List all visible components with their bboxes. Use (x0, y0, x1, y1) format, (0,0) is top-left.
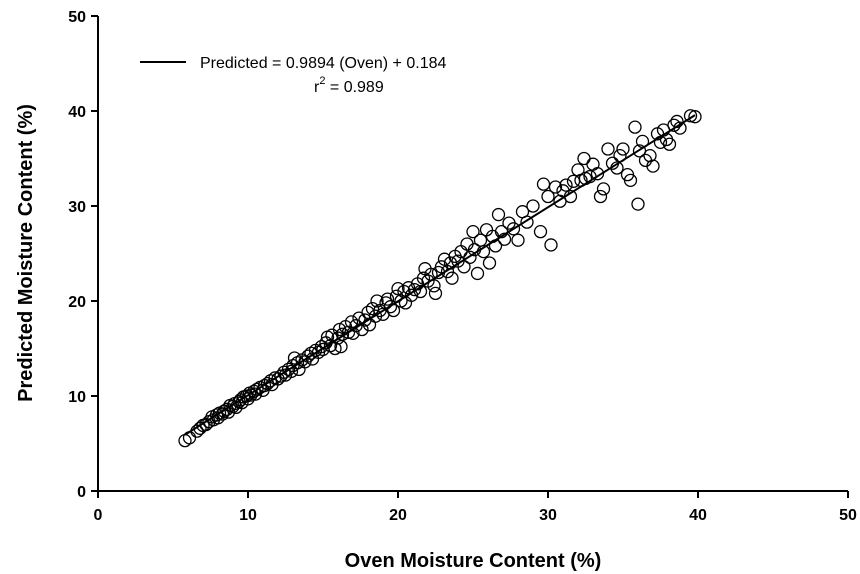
y-tick-label: 0 (77, 484, 86, 501)
legend-fit-label: Predicted = 0.9894 (Oven) + 0.184 (200, 55, 446, 72)
data-point (541, 189, 555, 204)
y-tick-label: 20 (68, 294, 86, 311)
data-point (548, 180, 563, 194)
data-point (239, 389, 254, 403)
data-point (281, 362, 296, 377)
data-point (391, 281, 405, 296)
legend: Predicted = 0.9894 (Oven) + 0.184 r2 = 0… (140, 55, 446, 96)
data-point (445, 271, 459, 285)
data-point (590, 167, 605, 181)
data-point (559, 178, 573, 192)
data-point (544, 238, 558, 252)
data-point (631, 197, 645, 211)
data-point (520, 215, 534, 229)
r2-prefix: r (314, 79, 320, 96)
data-point (365, 301, 380, 316)
x-tick-label: 40 (689, 507, 707, 524)
data-point (466, 224, 480, 239)
data-point (616, 142, 630, 156)
data-point (482, 256, 497, 270)
data-point (440, 264, 455, 279)
data-point (536, 177, 551, 191)
data-point (380, 292, 395, 306)
regression-line (184, 114, 696, 436)
x-tick-label: 10 (239, 507, 257, 524)
r2-value: = 0.989 (325, 79, 383, 96)
data-point (593, 189, 608, 204)
axes: 0 10 20 30 40 50 0 10 20 30 40 50 (68, 9, 857, 524)
data-point (577, 151, 591, 166)
x-tick-label: 50 (839, 507, 857, 524)
data-point (250, 382, 264, 397)
y-tick-label: 40 (68, 104, 86, 121)
data-point (526, 199, 540, 213)
data-point (623, 173, 638, 188)
data-point (628, 120, 642, 134)
data-point (178, 433, 192, 448)
data-point (370, 294, 384, 308)
data-point (383, 300, 398, 314)
fit-line-layer (184, 114, 696, 436)
y-tick-label: 30 (68, 199, 86, 216)
data-point (331, 331, 345, 345)
data-point (335, 327, 350, 341)
data-point (601, 142, 615, 156)
data-point (463, 250, 477, 264)
data-point (646, 159, 660, 173)
data-point (596, 182, 611, 196)
data-point (688, 110, 702, 124)
data-point (470, 266, 485, 281)
data-point (662, 137, 677, 151)
data-point (428, 286, 443, 301)
r2-superscript: 2 (319, 75, 325, 87)
x-tick-label: 20 (389, 507, 407, 524)
x-tick-label: 0 (94, 507, 103, 524)
data-point (511, 233, 525, 247)
x-tick-label: 30 (539, 507, 557, 524)
data-point (533, 224, 548, 239)
legend-r2-label: r2 = 0.989 (314, 75, 384, 96)
data-point (683, 109, 698, 123)
x-axis-title: Oven Moisture Content (%) (345, 550, 602, 572)
y-tick-label: 50 (68, 9, 86, 26)
data-point (506, 222, 521, 236)
data-point (491, 207, 506, 222)
y-axis-title: Predicted Moisture Content (%) (15, 104, 37, 402)
y-tick-label: 10 (68, 389, 86, 406)
data-point (586, 157, 600, 171)
